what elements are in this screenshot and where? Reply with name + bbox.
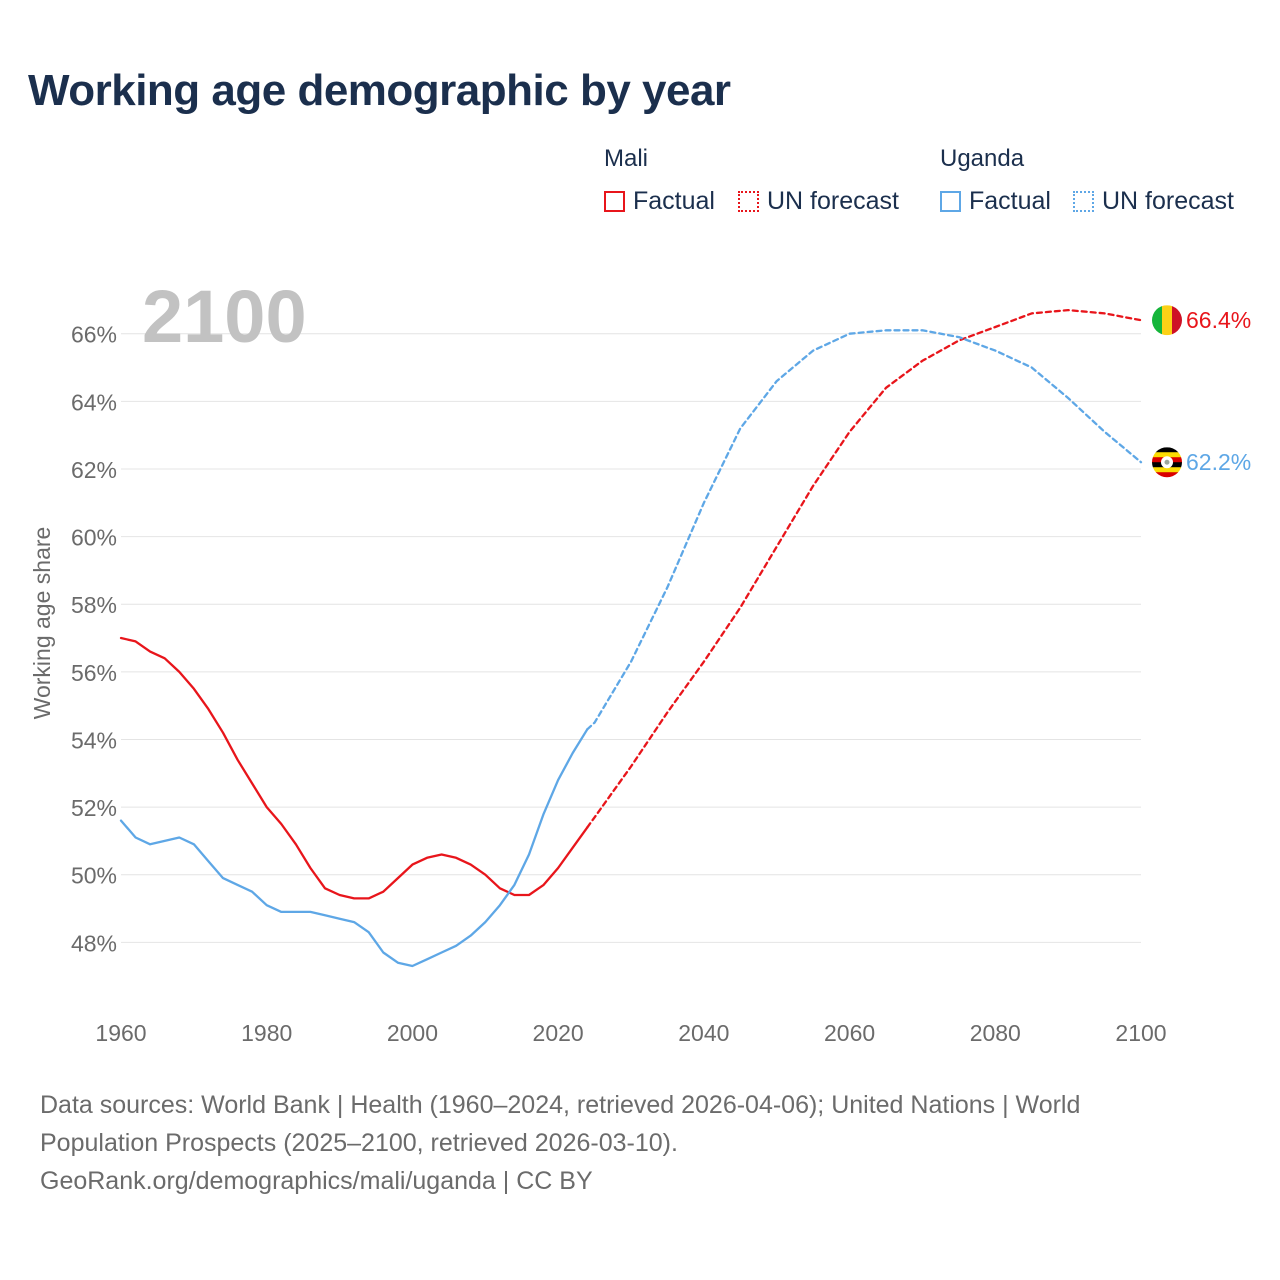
legend-mali-factual[interactable]: Factual <box>604 187 715 216</box>
flag-stripe <box>1152 452 1182 458</box>
uganda-flag <box>1152 447 1182 478</box>
y-tick-label: 62% <box>71 457 117 483</box>
x-tick-label: 2060 <box>824 1020 875 1046</box>
x-tick-label: 1980 <box>241 1020 292 1046</box>
y-tick-label: 58% <box>71 592 117 618</box>
flag-stripe <box>1152 467 1182 473</box>
legend-swatch-solid <box>604 191 625 212</box>
source-line-2: Population Prospects (2025–2100, retriev… <box>40 1129 678 1157</box>
source-line-3: GeoRank.org/demographics/mali/uganda | C… <box>40 1167 593 1195</box>
chart-title: Working age demographic by year <box>28 66 731 115</box>
legend-label: UN forecast <box>767 187 899 215</box>
y-tick-label: 50% <box>71 863 117 889</box>
x-tick-label: 2080 <box>970 1020 1021 1046</box>
x-tick-label: 2040 <box>678 1020 729 1046</box>
y-tick-label: 54% <box>71 727 117 753</box>
x-tick-label: 1960 <box>95 1020 146 1046</box>
legend-group-uganda: Uganda <box>940 145 1025 172</box>
year-overlay: 2100 <box>142 275 307 358</box>
series-line-mali-factual <box>119 636 589 900</box>
legend-swatch-dotted <box>1073 191 1094 212</box>
end-value-label-uganda: 62.2% <box>1186 449 1251 475</box>
flag-stripe <box>1152 472 1182 478</box>
legend-mali-forecast[interactable]: UN forecast <box>738 187 899 216</box>
flag-stripe <box>1152 305 1162 336</box>
legend-swatch-dotted <box>738 191 759 212</box>
series-line-uganda-forecast <box>586 329 1143 731</box>
y-tick-label: 60% <box>71 525 117 551</box>
flag-emblem-bird <box>1164 459 1170 465</box>
flag-stripe <box>1152 447 1182 453</box>
legend-group-mali: Mali <box>604 145 649 172</box>
y-tick-label: 66% <box>71 322 117 348</box>
x-tick-label: 2000 <box>387 1020 438 1046</box>
flag-stripe <box>1162 305 1172 336</box>
line-chart: 2100 Working age share 48% 50% 52% 54% 56% 58… <box>29 275 1251 1046</box>
y-tick-label: 52% <box>71 795 117 821</box>
legend-swatch-solid <box>940 191 961 212</box>
mali-flag <box>1152 305 1182 336</box>
legend-label: UN forecast <box>1102 187 1234 215</box>
legend-uganda-forecast[interactable]: UN forecast <box>1073 187 1234 216</box>
flag-stripe <box>1172 305 1182 336</box>
series-line-mali-forecast <box>586 308 1143 829</box>
source-note: Data sources: World Bank | Health (1960–… <box>40 1086 1220 1200</box>
y-tick-label: 48% <box>71 930 117 956</box>
source-line-1: Data sources: World Bank | Health (1960–… <box>40 1091 1081 1119</box>
y-tick-label: 64% <box>71 389 117 415</box>
x-tick-label: 2020 <box>533 1020 584 1046</box>
x-tick-label: 2100 <box>1115 1020 1166 1046</box>
legend-label: Factual <box>969 187 1051 215</box>
y-axis-title: Working age share <box>29 527 55 720</box>
series-line-uganda-factual <box>119 728 589 968</box>
legend-uganda-factual[interactable]: Factual <box>940 187 1051 216</box>
end-value-label-mali: 66.4% <box>1186 307 1251 333</box>
legend-label: Factual <box>633 187 715 215</box>
y-tick-label: 56% <box>71 660 117 686</box>
